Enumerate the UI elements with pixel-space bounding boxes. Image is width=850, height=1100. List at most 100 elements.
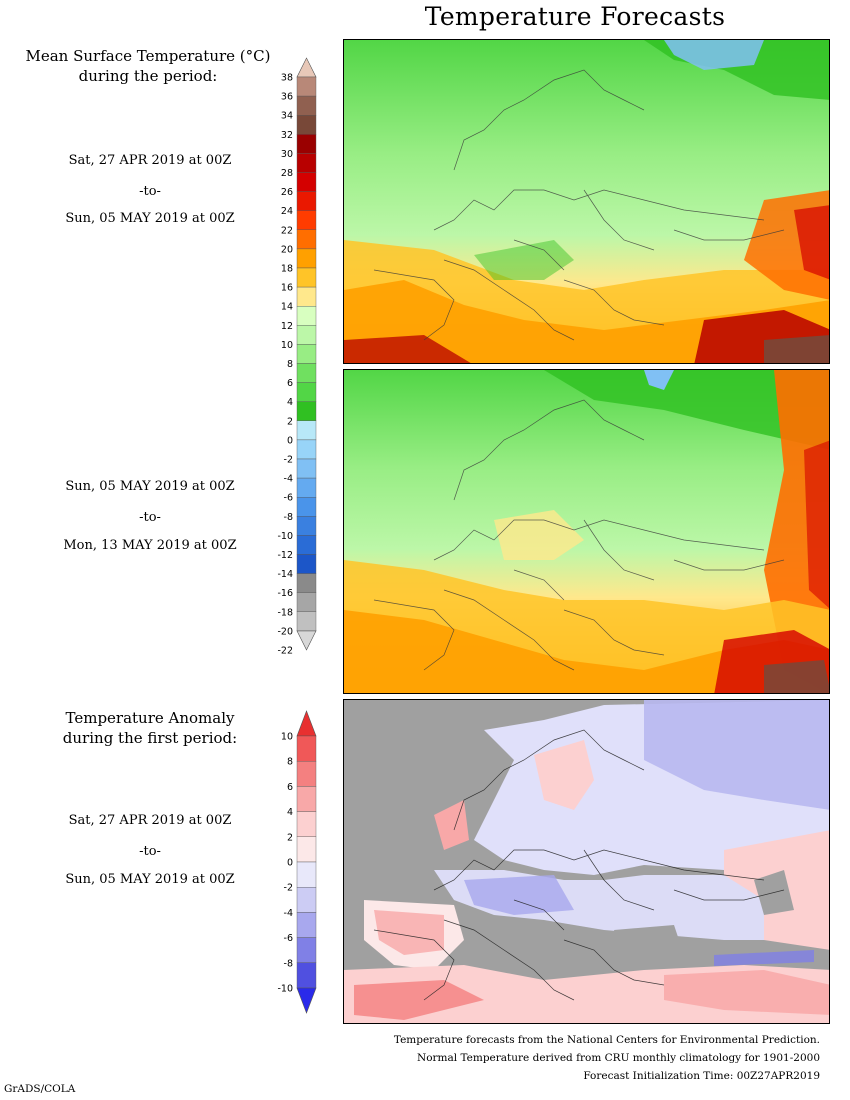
colorbar-tick-label: 2 [287,832,293,843]
colorbar-tick-label: 34 [281,111,293,122]
temp-map-period1 [343,39,830,364]
colorbar-swatch [296,439,317,460]
colorbar-tick-label: -22 [277,646,293,657]
colorbar-swatch [296,836,317,863]
colorbar-swatch [296,153,317,173]
colorbar-swatch [296,497,317,517]
colorbar-tick-label: -18 [277,607,293,618]
period1-start: Sat, 27 APR 2019 at 00Z [68,153,232,168]
colorbar-swatch [296,344,317,364]
anomaly-title: Temperature Anomaly during the first per… [10,708,290,748]
colorbar-swatch [296,172,317,192]
period2-end: Mon, 13 MAY 2019 at 00Z [63,538,237,553]
colorbar-swatch [296,592,317,613]
colorbar-tick-label: 2 [287,416,293,427]
colorbar-swatch [296,229,317,250]
colorbar-tick-label: 24 [281,206,293,217]
colorbar-tick-label: -2 [284,883,293,894]
colorbar-swatch [296,761,317,787]
colorbar-swatch [296,861,317,888]
grads-credit: GrADS/COLA [4,1083,76,1095]
colorbar-tick-label: 16 [281,283,293,294]
colorbar-swatch [296,611,317,632]
colorbar-bottom-arrow [296,630,317,651]
period1-to: -to- [139,184,161,199]
footer-line3: Forecast Initialization Time: 00Z27APR20… [583,1070,820,1082]
colorbar-swatch [296,937,317,964]
colorbar-swatch [296,286,317,307]
colorbar-swatch [296,325,317,345]
colorbar-swatch [296,382,317,402]
mean-temp-title-line1: Mean Surface Temperature (°C) [25,47,271,65]
colorbar-swatch [296,573,317,593]
colorbar-tick-label: -6 [284,933,293,944]
colorbar-tick-label: 0 [287,858,293,869]
colorbar-swatch [296,477,317,498]
colorbar-swatch [296,554,317,574]
colorbar-tick-label: 4 [287,397,293,408]
anomaly-title-line2: during the first period: [62,729,238,747]
colorbar-tick-label: 4 [287,807,293,818]
mean-temp-title: Mean Surface Temperature (°C) during the… [8,46,288,86]
colorbar-tick-label: 10 [281,340,293,351]
colorbar-swatch [296,363,317,383]
colorbar-tick-label: 32 [281,130,293,141]
colorbar-swatch [296,401,317,422]
colorbar-tick-label: 8 [287,359,293,370]
colorbar-tick-label: 38 [281,73,293,84]
colorbar-swatch [296,210,317,230]
anomaly-title-line1: Temperature Anomaly [65,709,235,727]
colorbar-swatch [296,134,317,154]
colorbar-swatch [296,95,317,116]
period1-end: Sun, 05 MAY 2019 at 00Z [65,211,235,226]
colorbar-tick-label: -16 [277,588,293,599]
colorbar-tick-label: 30 [281,149,293,160]
colorbar-tick-label: 18 [281,264,293,275]
colorbar-tick-label: 20 [281,244,293,255]
colorbar-swatch [296,267,317,288]
colorbar-swatch [296,535,317,555]
colorbar-tick-label: -20 [277,626,293,637]
colorbar-tick-label: -4 [284,474,293,485]
colorbar-tick-label: -10 [277,984,293,995]
colorbar-tick-label: -2 [284,455,293,466]
colorbar-tick-label: -12 [277,550,293,561]
temp-map-period2 [343,369,830,694]
anomaly-colorbar: 10 8 6 4 2 0 -2 -4 -6 -8 -10 [240,710,330,1015]
colorbar-tick-label: 6 [287,378,293,389]
colorbar-bottom-arrow [296,987,317,1014]
colorbar-tick-label: -8 [284,958,293,969]
colorbar-swatch [296,420,317,441]
temperature-colorbar: 38 36 34 32 30 28 26 24 22 20 18 16 14 12 10 8 6 4 2 0 -2 -4-… [240,56,330,672]
colorbar-tick-label: 10 [281,732,293,743]
colorbar-swatch [296,735,317,762]
anomaly-period-start: Sat, 27 APR 2019 at 00Z [68,813,232,828]
colorbar-swatch [296,458,317,479]
mean-temp-title-line2: during the period: [78,67,218,85]
colorbar-tick-label: -4 [284,908,293,919]
footer-line1: Temperature forecasts from the National … [393,1034,820,1046]
colorbar-tick-label: 26 [281,187,293,198]
anomaly-period-to: -to- [139,844,161,859]
page-title: Temperature Forecasts [424,2,726,31]
colorbar-swatch [296,886,317,913]
colorbar-swatch [296,962,317,989]
colorbar-swatch [296,811,317,837]
period2-to: -to- [139,510,161,525]
colorbar-swatch [296,76,317,97]
colorbar-swatch [296,191,317,211]
colorbar-tick-label: 28 [281,168,293,179]
colorbar-tick-label: -6 [284,493,293,504]
colorbar-tick-label: -8 [284,512,293,523]
colorbar-tick-label: 0 [287,435,293,446]
colorbar-tick-label: 6 [287,782,293,793]
period2-start: Sun, 05 MAY 2019 at 00Z [65,479,235,494]
colorbar-top-arrow [296,57,317,78]
colorbar-swatch [296,305,317,326]
colorbar-tick-label: 14 [281,302,293,313]
anomaly-map [343,699,830,1024]
colorbar-tick-label: -10 [277,531,293,542]
colorbar-swatch [296,248,317,269]
colorbar-tick-label: 22 [281,225,293,236]
colorbar-top-arrow [296,710,317,737]
